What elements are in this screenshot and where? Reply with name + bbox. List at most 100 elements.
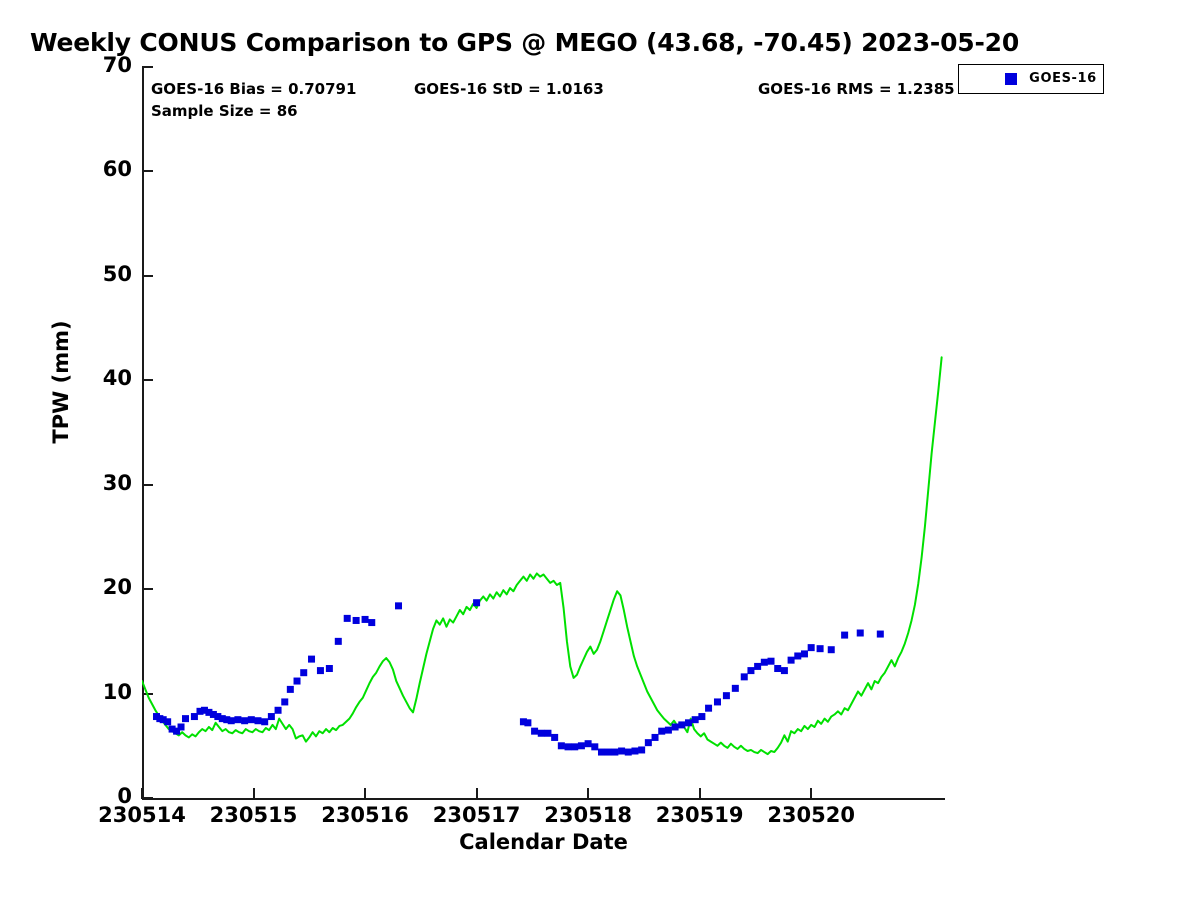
goes16-data-point [395,602,403,610]
goes16-data-point [794,652,802,660]
x-tick-label-230516: 230516 [321,803,409,827]
goes16-data-point [254,717,262,725]
x-tick-label-230517: 230517 [432,803,521,827]
y-axis-title: TPW (mm) [49,320,73,444]
goes16-data-point [544,729,552,737]
goes16-data-point [658,727,666,735]
goes16-data-point [774,665,782,673]
x-tick-230517 [475,788,478,799]
goes16-data-point [247,716,255,724]
goes16-data-point [223,716,231,724]
goes16-data-point [352,616,360,624]
goes16-data-point [691,716,699,724]
goes16-data-point [698,713,706,721]
y-tick-label-60: 60 [102,157,132,182]
legend-label-goes16: GOES-16 [1029,71,1097,86]
gps-line-path [142,356,943,756]
goes16-data-point [308,655,316,663]
goes16-data-point [644,739,652,747]
goes16-data-point [168,725,176,733]
goes16-data-point [684,719,692,727]
y-tick-20 [142,588,153,591]
gps-line-series [142,356,943,756]
goes16-data-point [200,706,208,714]
y-tick-label-40: 40 [102,366,132,391]
goes16-data-point [780,667,788,675]
goes16-data-point [841,631,849,639]
y-tick-30 [142,483,153,486]
goes16-data-point [624,748,632,756]
goes16-data-point [827,646,835,654]
goes16-data-point [267,713,275,721]
goes16-data-point [196,707,204,715]
goes16-data-point [557,742,565,750]
goes16-data-point [234,716,242,724]
goes16-data-point [671,723,679,731]
goes16-data-point [705,704,713,712]
goes16-data-point [754,662,762,670]
goes16-data-point [638,746,646,754]
goes16-data-point [205,708,213,716]
x-tick-label-230520: 230520 [767,803,855,827]
goes16-data-point [473,599,481,607]
goes16-data-point [531,727,539,735]
goes16-data-point [651,733,659,741]
x-axis-line [142,798,945,800]
stat-std-label: GOES-16 StD = 1.0163 [414,80,604,98]
x-tick-230515 [252,788,255,799]
goes16-data-point [281,698,289,706]
goes16-data-point [856,629,864,637]
goes16-data-point [209,710,217,718]
goes16-data-point [159,716,167,724]
goes16-data-point [214,713,222,721]
y-axis-line [142,67,144,800]
x-tick-230519 [698,788,701,799]
y-tick-label-30: 30 [102,470,132,495]
y-tick-40 [142,379,153,382]
goes16-data-point [591,743,599,751]
goes16-data-point [604,748,612,756]
x-tick-230518 [587,788,590,799]
goes16-data-point [731,684,739,692]
goes16-data-point [325,665,333,673]
goes16-data-point [564,743,572,751]
goes16-data-point [631,747,639,755]
x-tick-230516 [364,788,367,799]
y-tick-0 [142,797,153,799]
goes16-data-point [722,692,730,700]
plot-data-area [142,356,943,756]
goes16-data-point [537,729,545,737]
goes16-data-point [177,723,185,731]
x-tick-230520 [810,788,813,799]
legend-box [958,64,1104,94]
goes16-data-point [368,619,376,627]
goes16-data-point [787,656,795,664]
goes16-data-point [218,715,226,723]
goes16-data-point [807,644,815,652]
x-tick-label-230515: 230515 [209,803,298,827]
goes16-data-point [664,726,672,734]
goes16-data-point [164,718,172,726]
goes16-data-point [551,733,559,741]
goes16-data-point [740,673,748,681]
goes16-data-point [343,614,351,622]
goes16-data-point [678,721,686,729]
goes16-data-point [286,685,294,693]
goes16-data-point [261,718,269,726]
page-title: Weekly CONUS Comparison to GPS @ MEGO (4… [30,28,1020,57]
x-tick-label-230518: 230518 [544,803,632,827]
goes16-data-point [316,667,324,675]
x-tick-label-230514: 230514 [98,803,186,827]
y-tick-50 [142,274,153,277]
x-axis-title: Calendar Date [459,830,628,854]
goes16-data-point [241,717,249,725]
goes16-data-point [747,667,755,675]
goes16-data-point [577,742,585,750]
goes16-data-point [519,718,527,726]
goes16-data-point [334,637,342,645]
goes16-data-point [293,677,301,685]
y-tick-label-50: 50 [102,261,132,286]
goes16-data-point [524,719,532,727]
y-tick-label-0: 0 [117,784,132,808]
